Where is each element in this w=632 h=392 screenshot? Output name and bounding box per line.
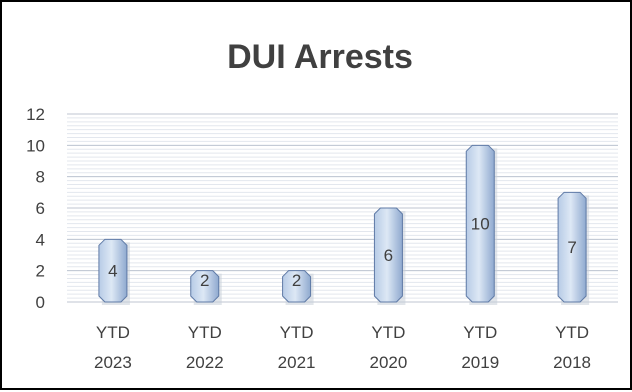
y-tick-label: 0 — [36, 293, 45, 312]
x-tick-label: YTD — [96, 323, 130, 342]
chart-title: DUI Arrests — [227, 38, 413, 76]
bar — [190, 270, 220, 303]
x-tick-label: YTD — [188, 323, 222, 342]
bar — [98, 238, 128, 303]
y-tick-label: 12 — [26, 105, 45, 124]
gridlines — [67, 113, 618, 303]
x-tick-label: 2023 — [94, 353, 132, 372]
bar-value-label: 2 — [200, 271, 209, 290]
bar — [373, 207, 403, 303]
y-tick-label: 6 — [36, 199, 45, 218]
y-tick-label: 2 — [36, 262, 45, 281]
x-tick-label: YTD — [463, 323, 497, 342]
x-tick-label: 2018 — [553, 353, 591, 372]
bar-value-label: 10 — [471, 215, 490, 234]
x-tick-label: 2019 — [461, 353, 499, 372]
x-tick-label: YTD — [280, 323, 314, 342]
x-tick-label: 2021 — [278, 353, 316, 372]
y-axis: 0 2 4 6 8 10 12 — [26, 105, 45, 312]
bar — [465, 144, 495, 303]
bar-value-label: 4 — [108, 262, 117, 281]
bar-value-label: 7 — [567, 238, 576, 257]
bar-value-label: 6 — [384, 246, 393, 265]
x-axis: YTD 2023 YTD 2022 YTD 2021 YTD 2020 YTD 2019 YTD 20… — [94, 323, 591, 372]
bars: 4 2 2 6 10 7 — [98, 144, 590, 305]
bar — [557, 191, 587, 303]
y-tick-label: 8 — [36, 168, 45, 187]
x-tick-label: YTD — [371, 323, 405, 342]
x-tick-label: 2022 — [186, 353, 224, 372]
x-tick-label: 2020 — [370, 353, 408, 372]
bar-value-label: 2 — [292, 271, 301, 290]
x-tick-label: YTD — [555, 323, 589, 342]
y-tick-label: 10 — [26, 136, 45, 155]
bar — [282, 270, 312, 303]
y-tick-label: 4 — [36, 230, 45, 249]
